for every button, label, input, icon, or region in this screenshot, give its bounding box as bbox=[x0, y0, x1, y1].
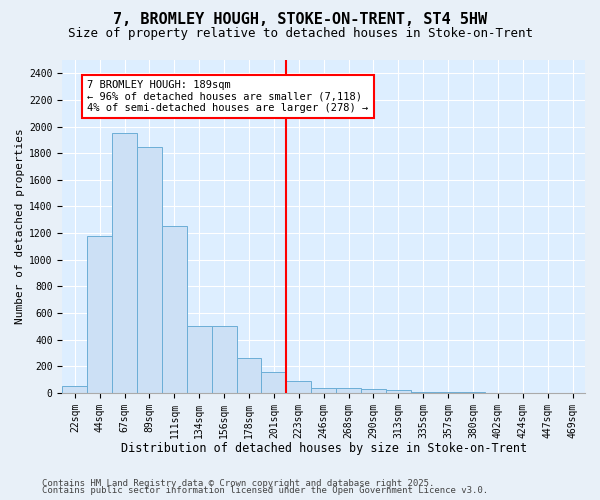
X-axis label: Distribution of detached houses by size in Stoke-on-Trent: Distribution of detached houses by size … bbox=[121, 442, 527, 455]
Text: Contains HM Land Registry data © Crown copyright and database right 2025.: Contains HM Land Registry data © Crown c… bbox=[42, 478, 434, 488]
Y-axis label: Number of detached properties: Number of detached properties bbox=[15, 128, 25, 324]
Bar bbox=[336, 388, 361, 393]
Text: Contains public sector information licensed under the Open Government Licence v3: Contains public sector information licen… bbox=[42, 486, 488, 495]
Bar bbox=[386, 390, 411, 393]
Bar bbox=[162, 226, 187, 393]
Bar bbox=[436, 392, 461, 393]
Bar bbox=[112, 133, 137, 393]
Bar bbox=[411, 392, 436, 393]
Bar bbox=[187, 326, 212, 393]
Bar bbox=[62, 386, 87, 393]
Bar bbox=[262, 372, 286, 393]
Bar bbox=[137, 146, 162, 393]
Text: Size of property relative to detached houses in Stoke-on-Trent: Size of property relative to detached ho… bbox=[67, 28, 533, 40]
Bar bbox=[286, 381, 311, 393]
Bar bbox=[87, 236, 112, 393]
Bar bbox=[236, 358, 262, 393]
Bar bbox=[361, 389, 386, 393]
Text: 7, BROMLEY HOUGH, STOKE-ON-TRENT, ST4 5HW: 7, BROMLEY HOUGH, STOKE-ON-TRENT, ST4 5H… bbox=[113, 12, 487, 28]
Text: 7 BROMLEY HOUGH: 189sqm
← 96% of detached houses are smaller (7,118)
4% of semi-: 7 BROMLEY HOUGH: 189sqm ← 96% of detache… bbox=[87, 80, 368, 113]
Bar bbox=[212, 326, 236, 393]
Bar bbox=[311, 388, 336, 393]
